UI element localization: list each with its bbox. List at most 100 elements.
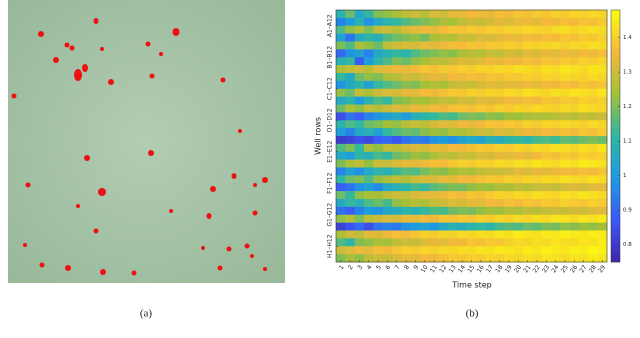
colorbar-segment <box>611 110 620 116</box>
cell <box>494 73 505 82</box>
cell <box>457 246 468 255</box>
cell <box>485 10 496 19</box>
cell <box>429 167 440 176</box>
cell <box>438 57 449 66</box>
cell <box>392 238 402 247</box>
cell <box>382 136 393 145</box>
cell <box>438 112 449 121</box>
colorbar-segment <box>611 253 620 259</box>
cell <box>532 49 542 58</box>
cell <box>494 136 505 145</box>
cell <box>513 49 524 58</box>
cell <box>345 230 355 239</box>
cell <box>420 151 430 160</box>
cell <box>597 10 608 19</box>
cell <box>578 238 589 247</box>
cell <box>504 199 514 208</box>
cell <box>485 254 496 263</box>
cell <box>532 214 542 223</box>
cell <box>401 65 412 74</box>
cell <box>345 120 355 129</box>
cell <box>364 222 374 231</box>
colorbar-segment <box>611 119 620 124</box>
cell <box>569 104 580 113</box>
cell <box>569 112 580 121</box>
cell <box>466 120 477 129</box>
colorbar-segment <box>611 106 620 112</box>
cell <box>448 10 458 19</box>
colorbar-tick-label: 0.8 <box>623 242 632 248</box>
cell <box>513 167 524 176</box>
cell <box>494 96 505 105</box>
cell <box>420 238 430 247</box>
cell <box>429 120 440 129</box>
cell <box>382 222 393 231</box>
cell <box>504 175 514 184</box>
cell <box>466 73 477 82</box>
cell <box>457 214 468 223</box>
cell <box>420 17 430 27</box>
cell <box>448 238 458 247</box>
cell <box>401 25 412 34</box>
cell <box>578 120 589 129</box>
cell <box>448 222 458 231</box>
cell <box>354 206 365 216</box>
cell <box>466 57 477 66</box>
cell <box>597 25 608 34</box>
cell <box>485 41 496 50</box>
cell <box>354 191 365 200</box>
colorbar-segment <box>611 89 620 95</box>
cell <box>410 10 421 19</box>
x-tick-label: 22 <box>532 264 542 274</box>
cell <box>392 88 402 97</box>
cell <box>494 246 505 255</box>
cell <box>354 167 365 176</box>
colorbar-segment <box>611 249 620 254</box>
cell <box>420 214 430 223</box>
cell <box>392 80 402 90</box>
cell <box>560 25 570 34</box>
cell <box>382 33 393 42</box>
cell <box>597 41 608 50</box>
cell <box>597 167 608 176</box>
cell <box>522 80 533 90</box>
cell <box>476 222 486 231</box>
cell <box>578 33 589 42</box>
cell <box>578 104 589 113</box>
cell <box>522 136 533 145</box>
cell <box>485 191 496 200</box>
colorbar-segment <box>611 102 620 107</box>
cell <box>373 120 384 129</box>
cell <box>345 159 355 168</box>
cell <box>578 25 589 34</box>
cell <box>560 199 570 208</box>
colorbar-segment <box>611 39 620 44</box>
cell <box>466 167 477 176</box>
cell <box>373 214 384 223</box>
cell <box>541 80 552 90</box>
cell <box>373 151 384 160</box>
cell <box>364 65 374 74</box>
cell <box>420 33 430 42</box>
colorbar-segment <box>611 85 620 91</box>
cell <box>448 80 458 90</box>
cell <box>420 136 430 145</box>
cell <box>541 143 552 153</box>
cell <box>392 167 402 176</box>
cell <box>457 57 468 66</box>
cell <box>336 104 346 113</box>
cell <box>560 80 570 90</box>
cell <box>560 191 570 200</box>
cell <box>476 175 486 184</box>
cell <box>597 159 608 168</box>
cell <box>457 41 468 50</box>
cell <box>354 254 365 263</box>
cell <box>354 88 365 97</box>
cell <box>438 143 449 153</box>
cell <box>569 222 580 231</box>
cell <box>504 57 514 66</box>
cell <box>578 199 589 208</box>
cell <box>336 191 346 200</box>
cell <box>485 57 496 66</box>
cell <box>382 254 393 263</box>
